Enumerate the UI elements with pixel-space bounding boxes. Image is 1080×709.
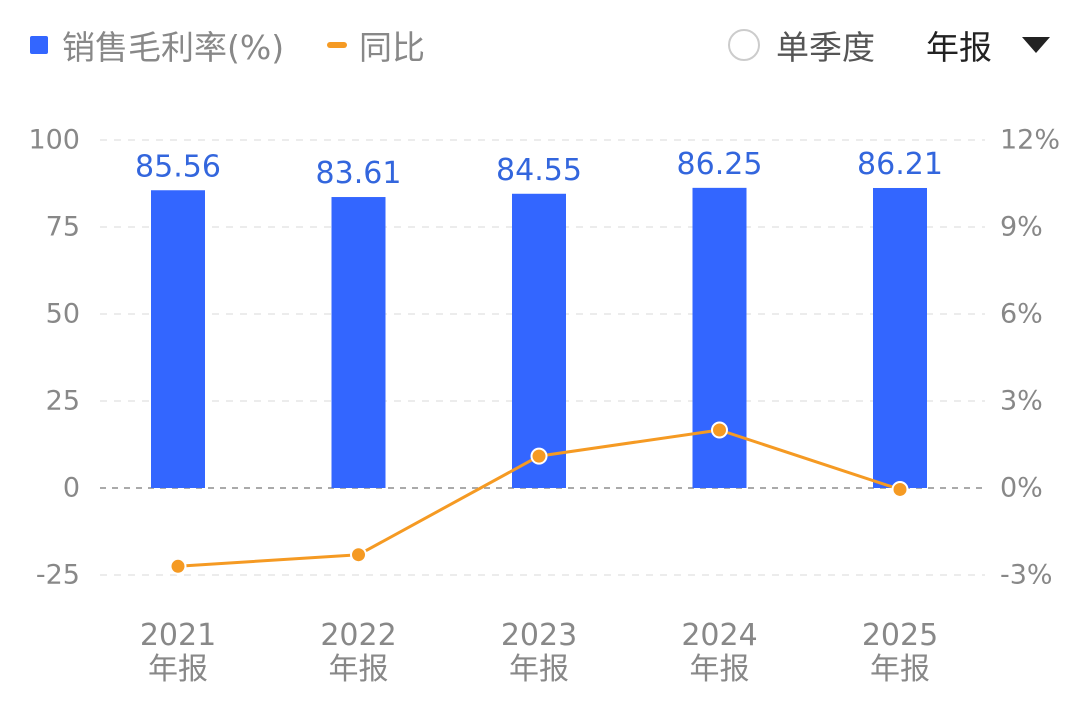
yoy-point — [530, 447, 548, 465]
right-tick-label: 3% — [1000, 386, 1043, 417]
yoy-point — [169, 557, 187, 575]
bar — [331, 197, 386, 488]
bar-value-label: 85.56 — [135, 149, 221, 184]
x-tick-label: 2021 年报 — [140, 618, 216, 687]
right-tick-label: 6% — [1000, 299, 1043, 330]
bar-value-label: 86.25 — [677, 147, 763, 182]
bar-value-label: 86.21 — [857, 147, 943, 182]
yoy-line-series — [169, 421, 909, 575]
right-tick-label: 12% — [1000, 125, 1060, 156]
period-dropdown[interactable]: 年报 — [926, 20, 1050, 70]
legend-label-gross-margin: 销售毛利率(%) — [62, 28, 285, 67]
bar — [512, 193, 566, 489]
x-tick-label: 2022 年报 — [320, 618, 396, 687]
bar — [151, 190, 205, 488]
right-tick-label: 9% — [1000, 212, 1043, 243]
left-tick-label: 100 — [28, 125, 80, 156]
right-tick-label: -3% — [1000, 560, 1053, 591]
bar-series — [151, 187, 927, 489]
x-tick-label: 2023 年报 — [501, 618, 577, 687]
x-tick-label: 2024 年报 — [681, 618, 757, 687]
bar-series-swatch — [30, 36, 48, 54]
yoy-point — [891, 480, 909, 498]
bar-value-label: 83.61 — [316, 156, 402, 191]
right-tick-label: 0% — [1000, 473, 1043, 504]
left-tick-label: 0 — [63, 473, 80, 504]
caret-down-icon[interactable] — [1022, 37, 1050, 53]
chart-legend: 销售毛利率(%) 同比 — [0, 0, 1080, 90]
yoy-point — [711, 421, 728, 439]
right-y-axis: 12% 9% 6% 3% 0% -3% — [1000, 125, 1060, 591]
bar — [873, 187, 927, 488]
left-tick-label: 75 — [46, 212, 80, 243]
bar — [692, 187, 747, 488]
yoy-point — [350, 546, 367, 564]
grid-lines — [100, 139, 985, 576]
line-series-swatch — [327, 42, 347, 48]
legend-item-gross-margin[interactable]: 销售毛利率(%) — [30, 20, 284, 70]
quarter-toggle-label: 单季度 — [776, 28, 875, 67]
period-dropdown-label: 年报 — [926, 28, 992, 67]
x-tick-label: 2025 年报 — [862, 618, 938, 687]
radio-circle-icon[interactable] — [728, 29, 760, 61]
legend-item-yoy[interactable]: 同比 — [327, 20, 425, 70]
bar-value-labels: 85.56 83.61 84.55 86.25 86.21 — [135, 147, 943, 191]
left-tick-label: -25 — [36, 560, 80, 591]
quarter-toggle[interactable]: 单季度 — [728, 20, 875, 70]
legend-label-yoy: 同比 — [359, 28, 425, 67]
left-y-axis: 100 75 50 25 0 -25 — [28, 125, 80, 591]
left-tick-label: 25 — [46, 386, 80, 417]
left-tick-label: 50 — [46, 299, 80, 330]
x-axis: 2021 年报 2022 年报 2023 年报 2024 年报 2025 年报 — [140, 618, 938, 687]
bar-value-label: 84.55 — [496, 153, 582, 188]
